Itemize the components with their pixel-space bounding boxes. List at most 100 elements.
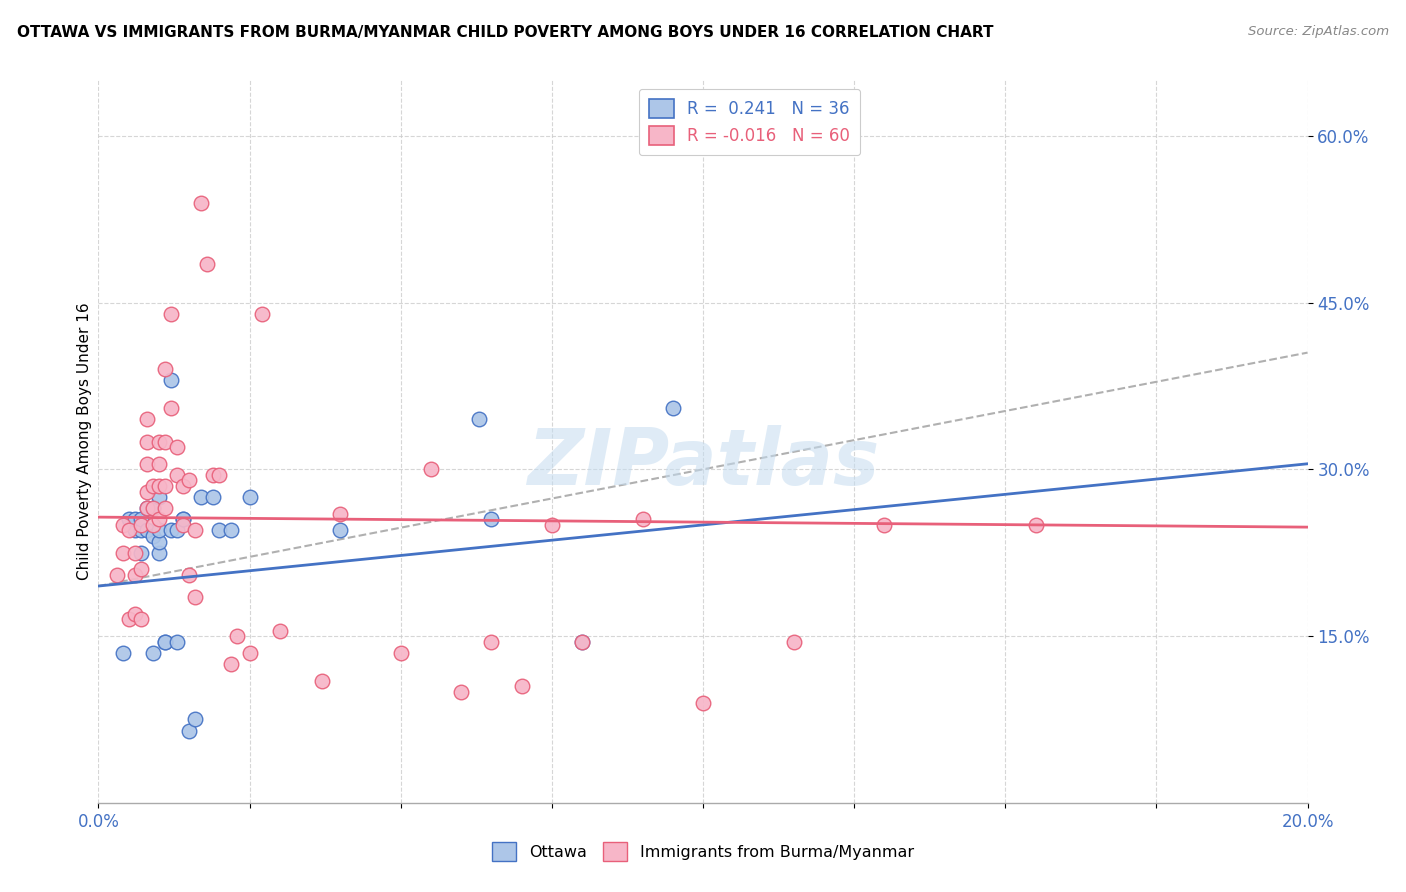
Point <box>148 490 170 504</box>
Point <box>124 607 146 621</box>
Point <box>148 457 170 471</box>
Point <box>129 524 152 538</box>
Point <box>420 462 443 476</box>
Point <box>179 568 201 582</box>
Point <box>118 612 141 626</box>
Point <box>783 634 806 648</box>
Point <box>118 512 141 526</box>
Point <box>184 590 207 604</box>
Point <box>135 524 157 538</box>
Point <box>389 646 412 660</box>
Point <box>195 257 218 271</box>
Point <box>111 517 134 532</box>
Point <box>166 634 188 648</box>
Point <box>226 629 249 643</box>
Point <box>105 568 128 582</box>
Point <box>135 457 157 471</box>
Point <box>160 373 183 387</box>
Point <box>166 440 188 454</box>
Point <box>311 673 333 688</box>
Point <box>481 512 503 526</box>
Point <box>239 646 262 660</box>
Point <box>129 546 152 560</box>
Point <box>510 679 533 693</box>
Point <box>142 646 165 660</box>
Point <box>329 524 352 538</box>
Point <box>142 517 165 532</box>
Point <box>160 524 183 538</box>
Point <box>160 307 183 321</box>
Point <box>202 490 225 504</box>
Point <box>148 479 170 493</box>
Point <box>1024 517 1046 532</box>
Legend: Ottawa, Immigrants from Burma/Myanmar: Ottawa, Immigrants from Burma/Myanmar <box>486 836 920 867</box>
Point <box>142 501 165 516</box>
Point <box>661 401 683 416</box>
Point <box>148 524 170 538</box>
Point <box>129 512 152 526</box>
Point <box>172 479 194 493</box>
Point <box>153 634 176 648</box>
Point <box>166 467 188 482</box>
Point <box>142 501 165 516</box>
Point <box>208 467 231 482</box>
Point <box>142 479 165 493</box>
Point <box>179 474 201 488</box>
Point <box>329 507 352 521</box>
Text: OTTAWA VS IMMIGRANTS FROM BURMA/MYANMAR CHILD POVERTY AMONG BOYS UNDER 16 CORREL: OTTAWA VS IMMIGRANTS FROM BURMA/MYANMAR … <box>17 25 994 40</box>
Point <box>153 479 176 493</box>
Point <box>118 524 141 538</box>
Text: Source: ZipAtlas.com: Source: ZipAtlas.com <box>1249 25 1389 38</box>
Text: ZIPatlas: ZIPatlas <box>527 425 879 501</box>
Point <box>221 657 243 671</box>
Point <box>184 713 207 727</box>
Point <box>571 634 593 648</box>
Point <box>873 517 896 532</box>
Point <box>190 195 212 210</box>
Point <box>135 434 157 449</box>
Point <box>153 362 176 376</box>
Point <box>124 512 146 526</box>
Point <box>179 723 201 738</box>
Point <box>221 524 243 538</box>
Point <box>160 401 183 416</box>
Point <box>129 562 152 576</box>
Point <box>208 524 231 538</box>
Point <box>202 467 225 482</box>
Point <box>184 524 207 538</box>
Point <box>172 517 194 532</box>
Point <box>250 307 273 321</box>
Point <box>239 490 262 504</box>
Point <box>269 624 291 638</box>
Point <box>124 568 146 582</box>
Point <box>135 501 157 516</box>
Point <box>135 501 157 516</box>
Point <box>172 512 194 526</box>
Point <box>571 634 593 648</box>
Point <box>190 490 212 504</box>
Point <box>148 512 170 526</box>
Point <box>481 634 503 648</box>
Point <box>153 434 176 449</box>
Point <box>468 412 491 426</box>
Point <box>166 524 188 538</box>
Point <box>540 517 562 532</box>
Point <box>111 646 134 660</box>
Point <box>148 534 170 549</box>
Point <box>172 512 194 526</box>
Point <box>129 517 152 532</box>
Point <box>148 434 170 449</box>
Point <box>153 501 176 516</box>
Point <box>135 484 157 499</box>
Point <box>111 546 134 560</box>
Point <box>450 684 472 698</box>
Point <box>142 529 165 543</box>
Point <box>124 546 146 560</box>
Point <box>124 524 146 538</box>
Point <box>692 696 714 710</box>
Point <box>135 412 157 426</box>
Y-axis label: Child Poverty Among Boys Under 16: Child Poverty Among Boys Under 16 <box>77 302 91 581</box>
Point <box>631 512 654 526</box>
Point <box>148 546 170 560</box>
Point <box>153 634 176 648</box>
